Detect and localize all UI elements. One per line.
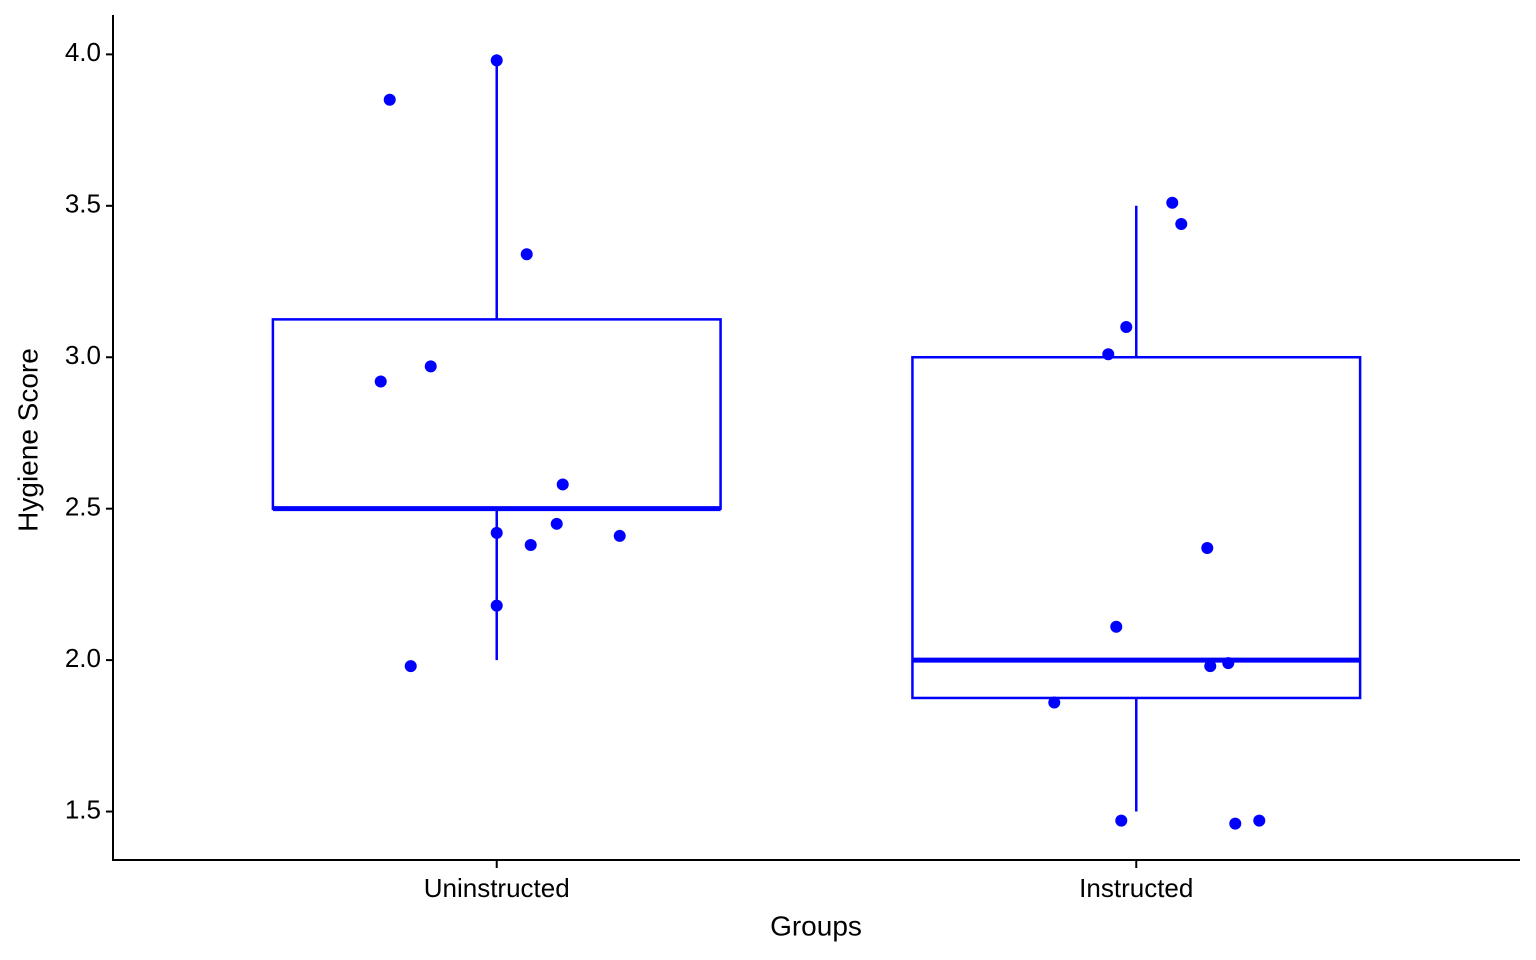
point — [1229, 817, 1242, 830]
point — [1048, 696, 1061, 709]
point — [1222, 657, 1235, 670]
y-tick-label: 1.5 — [65, 794, 101, 824]
point — [490, 54, 503, 67]
point — [1102, 348, 1115, 361]
point — [556, 478, 569, 491]
x-tick-label: Uninstructed — [424, 873, 570, 903]
point — [383, 93, 396, 106]
point — [404, 660, 417, 673]
x-axis-title: Groups — [770, 910, 862, 941]
x-tick-label: Instructed — [1079, 873, 1193, 903]
point — [550, 517, 563, 530]
point — [490, 599, 503, 612]
point — [613, 529, 626, 542]
point — [1166, 196, 1179, 209]
y-tick-label: 2.0 — [65, 643, 101, 673]
point — [1204, 660, 1217, 673]
box — [271, 318, 722, 510]
point — [524, 539, 537, 552]
point — [1201, 542, 1214, 555]
point — [374, 375, 387, 388]
y-tick-label: 3.0 — [65, 340, 101, 370]
box — [911, 355, 1362, 700]
point — [1115, 814, 1128, 827]
point — [520, 248, 533, 261]
y-tick-label: 2.5 — [65, 492, 101, 522]
point — [1110, 620, 1123, 633]
point — [1120, 320, 1133, 333]
y-tick-label: 4.0 — [65, 37, 101, 67]
point — [490, 526, 503, 539]
point — [1253, 814, 1266, 827]
point — [1175, 217, 1188, 230]
point — [424, 360, 437, 373]
y-axis-title: Hygiene Score — [12, 348, 43, 532]
y-tick-label: 3.5 — [65, 189, 101, 219]
